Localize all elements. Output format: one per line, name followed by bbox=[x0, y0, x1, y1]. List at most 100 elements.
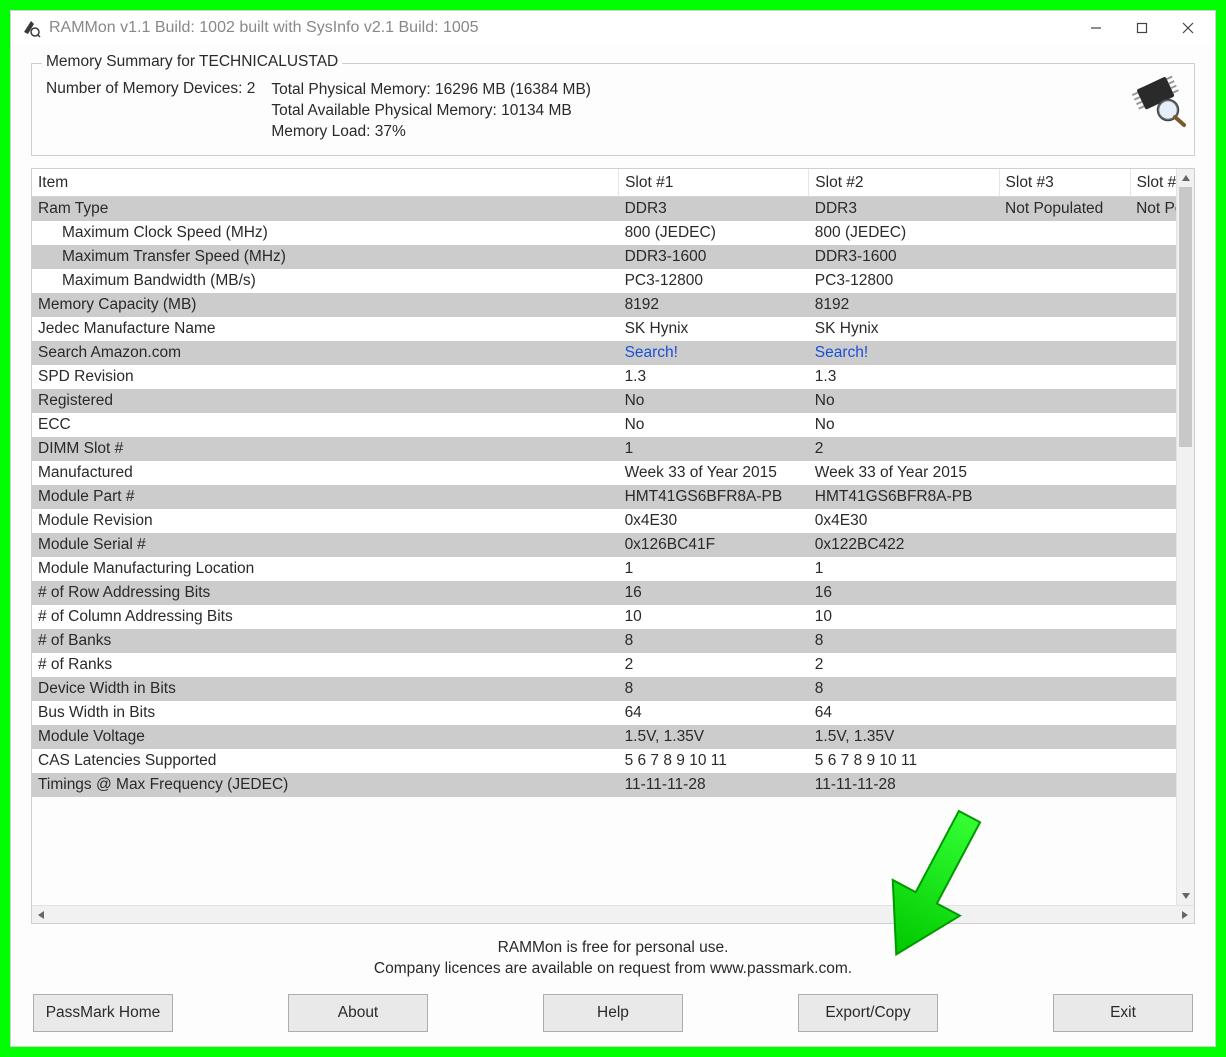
button-row: PassMark Home About Help Export/Copy Exi… bbox=[31, 994, 1195, 1032]
footer-text: RAMMon is free for personal use. Company… bbox=[31, 938, 1195, 980]
footer-line-2-prefix: Company licences are available on reques… bbox=[374, 960, 710, 977]
column-header-item[interactable]: Item bbox=[32, 169, 619, 197]
cell-item: Module Revision bbox=[32, 509, 619, 533]
column-header-slot2[interactable]: Slot #2 bbox=[809, 169, 999, 197]
cell-item: # of Banks bbox=[32, 629, 619, 653]
help-button[interactable]: Help bbox=[543, 994, 683, 1032]
cell-slot1: Week 33 of Year 2015 bbox=[619, 461, 809, 485]
cell-slot2: 16 bbox=[809, 581, 999, 605]
cell-slot2: SK Hynix bbox=[809, 317, 999, 341]
cell-slot1: 2 bbox=[619, 653, 809, 677]
scroll-up-button[interactable] bbox=[1177, 169, 1194, 187]
footer-line-2: Company licences are available on reques… bbox=[31, 959, 1195, 980]
table-row[interactable]: RegisteredNoNo bbox=[32, 389, 1194, 413]
cell-slot1: 1.5V, 1.35V bbox=[619, 725, 809, 749]
table-row[interactable]: SPD Revision1.31.3 bbox=[32, 365, 1194, 389]
table-row[interactable]: # of Column Addressing Bits1010 bbox=[32, 605, 1194, 629]
cell-slot2: PC3-12800 bbox=[809, 269, 999, 293]
cell-slot1: No bbox=[619, 413, 809, 437]
cell-slot1: DDR3-1600 bbox=[619, 245, 809, 269]
cell-slot2[interactable]: Search! bbox=[809, 341, 999, 365]
table-row[interactable]: # of Banks88 bbox=[32, 629, 1194, 653]
table-row[interactable]: CAS Latencies Supported5 6 7 8 9 10 115 … bbox=[32, 749, 1194, 773]
total-available-label: Total Available Physical Memory: bbox=[271, 102, 496, 119]
table-row[interactable]: Ram TypeDDR3DDR3Not PopulatedNot Po bbox=[32, 197, 1194, 221]
footer-url[interactable]: www.passmark.com bbox=[710, 960, 848, 977]
table-row[interactable]: Device Width in Bits88 bbox=[32, 677, 1194, 701]
scroll-left-button[interactable] bbox=[32, 906, 50, 924]
vertical-scrollbar[interactable] bbox=[1176, 169, 1194, 905]
cell-slot3 bbox=[999, 605, 1130, 629]
close-button[interactable] bbox=[1165, 13, 1211, 43]
cell-slot1: 8 bbox=[619, 629, 809, 653]
cell-item: # of Column Addressing Bits bbox=[32, 605, 619, 629]
table-row[interactable]: Module Part #HMT41GS6BFR8A-PBHMT41GS6BFR… bbox=[32, 485, 1194, 509]
passmark-home-button[interactable]: PassMark Home bbox=[33, 994, 173, 1032]
scroll-down-button[interactable] bbox=[1177, 887, 1194, 905]
cell-slot3 bbox=[999, 269, 1130, 293]
cell-slot2: 8 bbox=[809, 629, 999, 653]
cell-slot3 bbox=[999, 293, 1130, 317]
table-row[interactable]: Module Voltage1.5V, 1.35V1.5V, 1.35V bbox=[32, 725, 1194, 749]
table-row[interactable]: Bus Width in Bits6464 bbox=[32, 701, 1194, 725]
table-row[interactable]: Search Amazon.comSearch!Search! bbox=[32, 341, 1194, 365]
cell-item: Maximum Clock Speed (MHz) bbox=[32, 221, 619, 245]
cell-item: DIMM Slot # bbox=[32, 437, 619, 461]
cell-slot2: 2 bbox=[809, 437, 999, 461]
table-row[interactable]: # of Row Addressing Bits1616 bbox=[32, 581, 1194, 605]
cell-slot1[interactable]: Search! bbox=[619, 341, 809, 365]
cell-slot2: 8192 bbox=[809, 293, 999, 317]
app-icon bbox=[21, 18, 41, 38]
vertical-scroll-thumb[interactable] bbox=[1179, 187, 1192, 447]
grid-table[interactable]: Item Slot #1 Slot #2 Slot #3 Slot #4 Ram… bbox=[32, 169, 1194, 797]
scroll-right-button[interactable] bbox=[1176, 906, 1194, 924]
cell-slot3 bbox=[999, 389, 1130, 413]
exit-button[interactable]: Exit bbox=[1053, 994, 1193, 1032]
cell-slot3 bbox=[999, 437, 1130, 461]
table-row[interactable]: # of Ranks22 bbox=[32, 653, 1194, 677]
maximize-button[interactable] bbox=[1119, 13, 1165, 43]
total-physical-row: Total Physical Memory: 16296 MB (16384 M… bbox=[271, 80, 591, 101]
table-row[interactable]: Maximum Bandwidth (MB/s)PC3-12800PC3-128… bbox=[32, 269, 1194, 293]
summary-legend: Memory Summary for TECHNICALUSTAD bbox=[42, 53, 342, 71]
table-row[interactable]: ManufacturedWeek 33 of Year 2015Week 33 … bbox=[32, 461, 1194, 485]
table-row[interactable]: Memory Capacity (MB)81928192 bbox=[32, 293, 1194, 317]
cell-slot2: 0x122BC422 bbox=[809, 533, 999, 557]
table-row[interactable]: DIMM Slot #12 bbox=[32, 437, 1194, 461]
cell-slot1: 1 bbox=[619, 557, 809, 581]
cell-item: Memory Capacity (MB) bbox=[32, 293, 619, 317]
table-row[interactable]: Timings @ Max Frequency (JEDEC)11-11-11-… bbox=[32, 773, 1194, 797]
export-copy-button[interactable]: Export/Copy bbox=[798, 994, 938, 1032]
memory-load-row: Memory Load: 37% bbox=[271, 122, 591, 143]
cell-item: ECC bbox=[32, 413, 619, 437]
cell-slot1: 0x4E30 bbox=[619, 509, 809, 533]
table-row[interactable]: Maximum Transfer Speed (MHz)DDR3-1600DDR… bbox=[32, 245, 1194, 269]
cell-item: Module Serial # bbox=[32, 533, 619, 557]
cell-slot1: No bbox=[619, 389, 809, 413]
table-row[interactable]: Jedec Manufacture NameSK HynixSK Hynix bbox=[32, 317, 1194, 341]
cell-slot2: 8 bbox=[809, 677, 999, 701]
memory-summary-group: Memory Summary for TECHNICALUSTAD Number… bbox=[31, 63, 1195, 156]
table-row[interactable]: Module Revision0x4E300x4E30 bbox=[32, 509, 1194, 533]
cell-slot2: DDR3 bbox=[809, 197, 999, 221]
horizontal-scrollbar[interactable] bbox=[32, 905, 1194, 923]
cell-item: Jedec Manufacture Name bbox=[32, 317, 619, 341]
cell-slot2: 64 bbox=[809, 701, 999, 725]
table-row[interactable]: Module Manufacturing Location11 bbox=[32, 557, 1194, 581]
cell-slot3 bbox=[999, 725, 1130, 749]
table-row[interactable]: Module Serial #0x126BC41F0x122BC422 bbox=[32, 533, 1194, 557]
cell-item: # of Row Addressing Bits bbox=[32, 581, 619, 605]
cell-item: Ram Type bbox=[32, 197, 619, 221]
column-header-slot3[interactable]: Slot #3 bbox=[999, 169, 1130, 197]
column-header-slot1[interactable]: Slot #1 bbox=[619, 169, 809, 197]
about-button[interactable]: About bbox=[288, 994, 428, 1032]
minimize-button[interactable] bbox=[1073, 13, 1119, 43]
cell-slot3 bbox=[999, 533, 1130, 557]
cell-slot1: 64 bbox=[619, 701, 809, 725]
cell-slot2: Week 33 of Year 2015 bbox=[809, 461, 999, 485]
table-row[interactable]: ECCNoNo bbox=[32, 413, 1194, 437]
cell-item: Module Voltage bbox=[32, 725, 619, 749]
total-available-value: 10134 MB bbox=[501, 102, 572, 119]
table-row[interactable]: Maximum Clock Speed (MHz)800 (JEDEC)800 … bbox=[32, 221, 1194, 245]
cell-slot3 bbox=[999, 461, 1130, 485]
